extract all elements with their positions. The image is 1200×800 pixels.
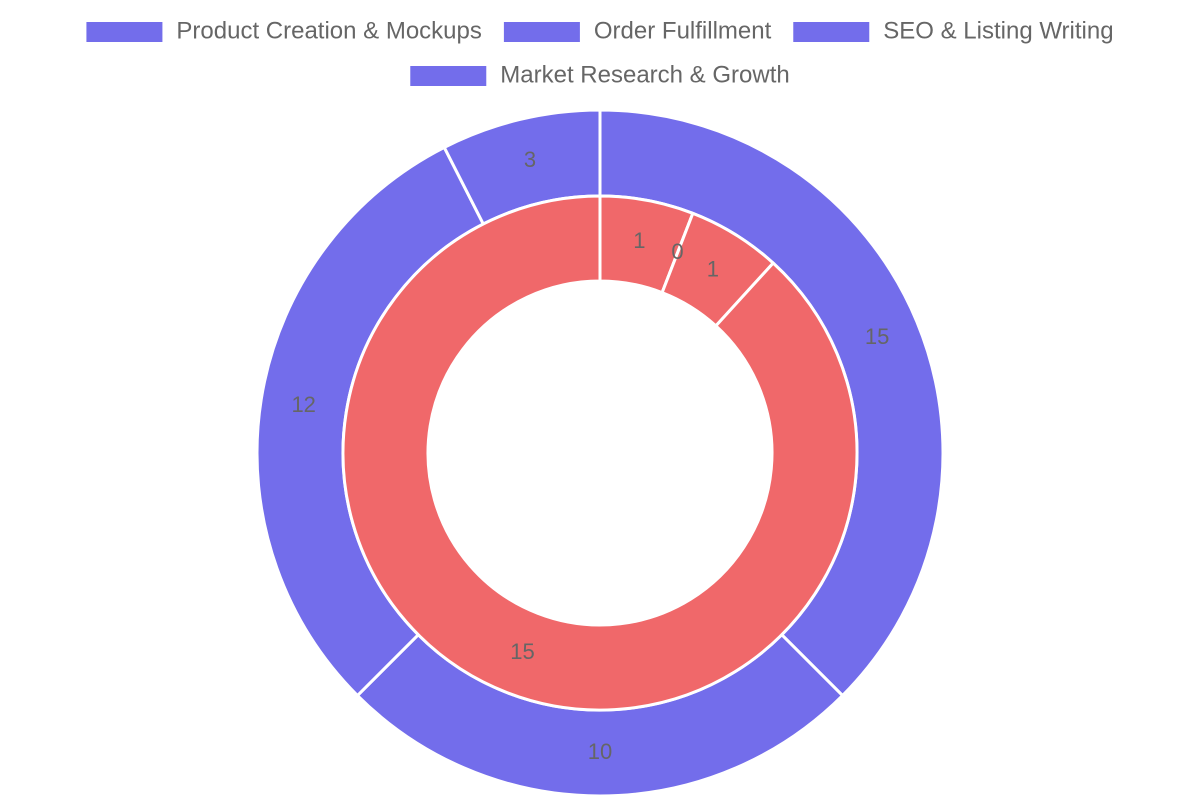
legend-item[interactable]: Order Fulfillment — [503, 17, 772, 44]
value-label: 10 — [588, 739, 612, 764]
doughnut-segment — [341, 194, 859, 712]
value-label: 15 — [865, 324, 889, 349]
rings — [255, 108, 945, 798]
legend-swatch — [793, 22, 870, 42]
legend-item[interactable]: Product Creation & Mockups — [86, 17, 482, 44]
value-label: 1 — [633, 228, 645, 253]
value-label: 0 — [671, 239, 683, 264]
legend-item[interactable]: SEO & Listing Writing — [793, 17, 1114, 44]
legend-label: SEO & Listing Writing — [883, 17, 1113, 44]
legend: Product Creation & Mockups Order Fulfillm… — [86, 17, 1114, 88]
legend-item[interactable]: Market Research & Growth — [410, 61, 790, 88]
value-label: 15 — [510, 639, 534, 664]
legend-label: Product Creation & Mockups — [176, 17, 481, 44]
legend-swatch — [86, 22, 163, 42]
legend-label: Order Fulfillment — [594, 17, 772, 44]
legend-swatch — [410, 66, 487, 86]
value-label: 3 — [524, 147, 536, 172]
legend-swatch — [503, 22, 580, 42]
value-label: 1 — [707, 256, 719, 281]
legend-label: Market Research & Growth — [500, 61, 789, 88]
value-label: 12 — [291, 392, 315, 417]
